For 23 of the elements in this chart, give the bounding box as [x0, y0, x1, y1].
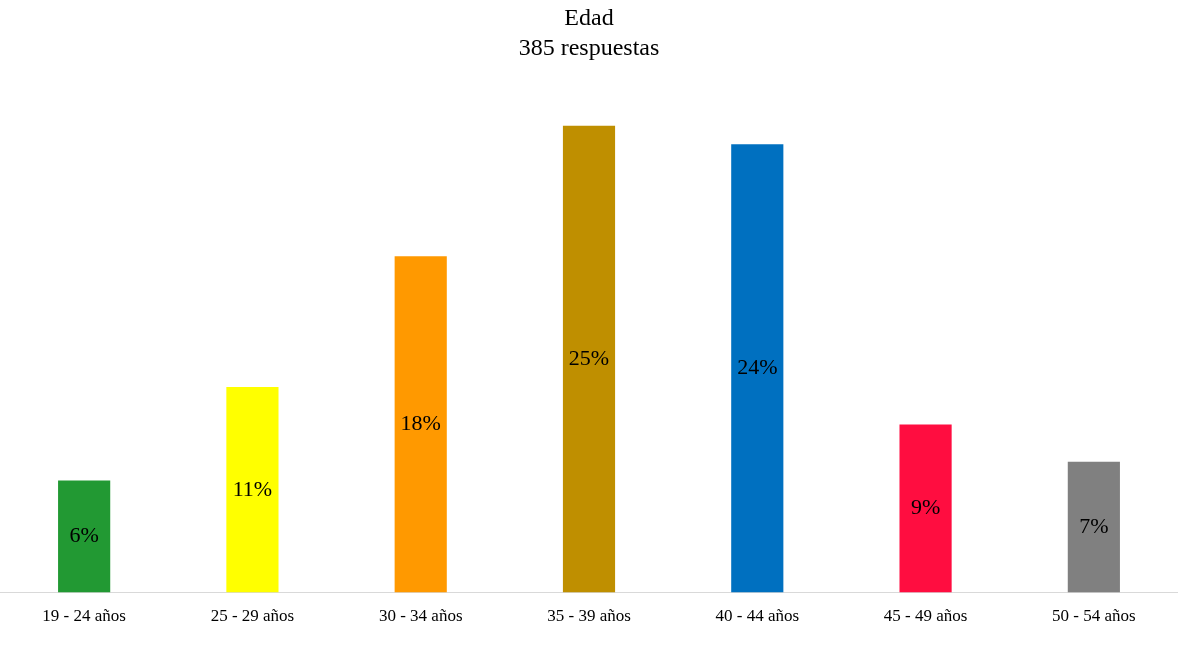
data-label: 24%: [737, 354, 778, 380]
data-label: 9%: [910, 494, 941, 520]
bar: [58, 480, 111, 593]
chart-title: Edad: [564, 3, 614, 30]
data-label: 25%: [568, 344, 610, 370]
x-tick-label: 25 - 29 años: [210, 606, 295, 626]
x-tick-label: 30 - 34 años: [378, 606, 463, 626]
bar: [1067, 461, 1120, 593]
bar: [731, 144, 784, 593]
bar: [899, 424, 952, 593]
bar: [394, 256, 447, 593]
data-label: 11%: [232, 475, 273, 501]
chart-subtitle: 385 respuestas: [518, 34, 660, 61]
x-tick-label: 35 - 39 años: [547, 606, 631, 626]
bar: [562, 125, 616, 593]
x-tick-label: 50 - 54 años: [1052, 606, 1136, 626]
x-tick-label: 40 - 44 años: [715, 606, 800, 626]
data-label: 7%: [1079, 513, 1109, 538]
data-label: 6%: [69, 522, 99, 548]
bar: [226, 387, 279, 593]
x-tick-label: 19 - 24 años: [42, 606, 126, 626]
data-label: 18%: [400, 410, 441, 436]
x-tick-label: 45 - 49 años: [883, 606, 968, 626]
